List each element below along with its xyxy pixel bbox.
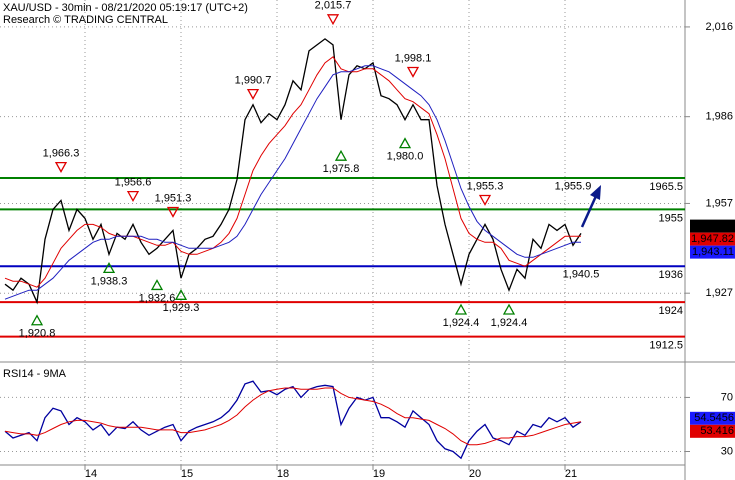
- note-label: 1,940.5: [563, 269, 600, 281]
- series-line: [4, 387, 582, 446]
- high-label: 1,966.3: [43, 148, 80, 160]
- high-label: 1,956.6: [115, 177, 152, 189]
- level-label: 1912.5: [649, 339, 683, 351]
- level-label: 1936: [659, 269, 683, 281]
- low-label: 1,975.8: [323, 163, 360, 175]
- chart-title: XAU/USD - 30min - 08/21/2020 05:19:17 (U…: [3, 2, 248, 14]
- high-marker: [326, 14, 340, 26]
- high-label: 1,951.3: [155, 192, 192, 204]
- level-label: 1924: [659, 305, 683, 317]
- low-marker: [102, 262, 116, 274]
- low-label: 1,920.8: [19, 328, 56, 340]
- level-label: 1955: [659, 212, 683, 224]
- high-label: 2,015.7: [315, 0, 352, 12]
- last-value-tag: [690, 245, 735, 259]
- low-label: 1,924.4: [491, 317, 528, 329]
- x-tick-label: 19: [373, 468, 385, 480]
- y-tick-label: 70: [721, 391, 733, 403]
- high-marker: [246, 88, 260, 100]
- high-marker: [406, 66, 420, 78]
- last-value-tag: [690, 424, 735, 438]
- low-label: 1,932.6: [139, 292, 176, 304]
- high-marker: [54, 161, 68, 173]
- low-marker: [502, 303, 516, 315]
- y-tick-label: 1,957: [705, 197, 733, 209]
- x-tick-label: 20: [469, 468, 481, 480]
- last-value-label: 1,947.82: [691, 233, 734, 245]
- low-marker: [174, 288, 188, 300]
- chart-subtitle: Research © TRADING CENTRAL: [3, 14, 168, 26]
- low-label: 1,938.3: [91, 275, 128, 287]
- series-line: [4, 380, 582, 460]
- last-value-label: 54.5456: [694, 412, 734, 424]
- high-marker: [166, 206, 180, 218]
- level-label: 1965.5: [649, 181, 683, 193]
- low-label: 1,924.4: [443, 317, 480, 329]
- x-tick-label: 21: [565, 468, 577, 480]
- x-tick-label: 18: [277, 468, 289, 480]
- high-label: 1,955.3: [467, 180, 504, 192]
- high-label: 1,998.1: [395, 52, 432, 64]
- low-marker: [454, 303, 468, 315]
- low-marker: [30, 314, 44, 326]
- note-label: 1,955.9: [555, 181, 592, 193]
- high-label: 1,990.7: [235, 75, 272, 87]
- y-tick-label: 2,016: [705, 21, 733, 33]
- forecast-arrow: [580, 195, 598, 228]
- last-value-tag: [690, 219, 735, 233]
- last-value-label: 53.416: [700, 425, 734, 437]
- low-label: 1,980.0: [387, 151, 424, 163]
- series-line: [4, 56, 581, 288]
- high-marker: [478, 194, 492, 206]
- low-label: 1,929.3: [163, 302, 200, 314]
- low-marker: [334, 149, 348, 161]
- last-value-tag: [690, 232, 735, 246]
- y-tick-label: 1,927: [705, 287, 733, 299]
- low-marker: [398, 137, 412, 149]
- y-tick-label: 1,986: [705, 111, 733, 123]
- rsi-title: RSI14 - 9MA: [3, 368, 67, 380]
- x-tick-label: 14: [85, 468, 97, 480]
- x-tick-label: 15: [181, 468, 193, 480]
- last-value-label: 1,949.42: [691, 220, 734, 232]
- forecast-arrow-head: [590, 185, 601, 200]
- last-value-label: 1,943.11: [692, 246, 734, 258]
- low-marker: [150, 279, 164, 291]
- last-value-tag: [690, 411, 735, 425]
- y-tick-label: 30: [721, 445, 733, 457]
- series-line: [4, 65, 581, 300]
- high-marker: [126, 190, 140, 202]
- series-line: [4, 38, 582, 305]
